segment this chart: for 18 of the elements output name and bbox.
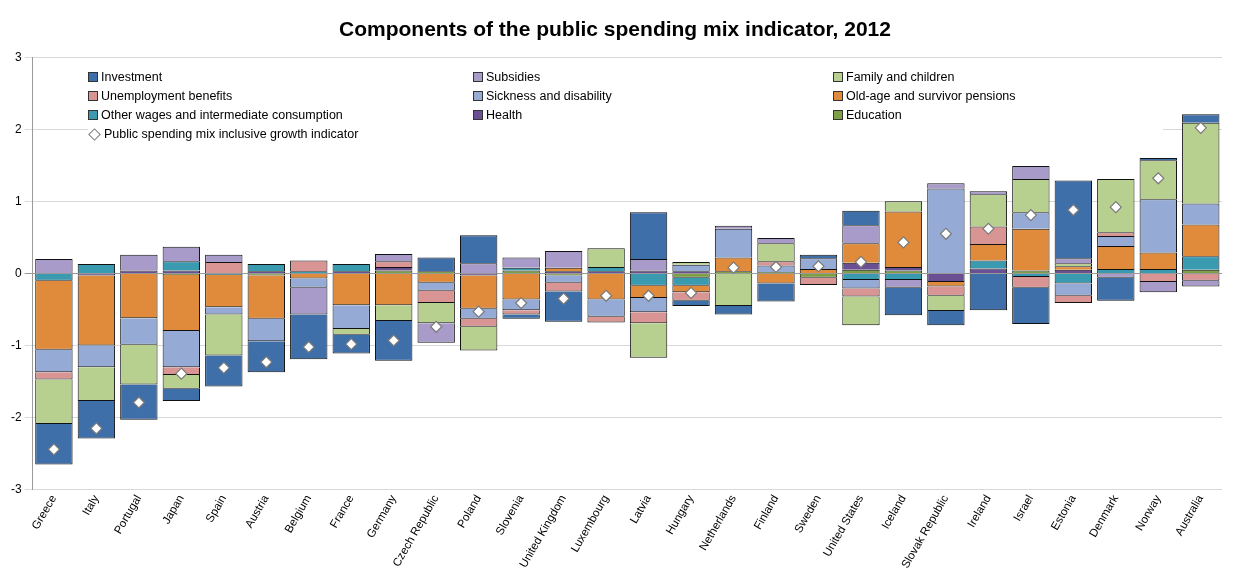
legend-label: Other wages and intermediate consumption (101, 108, 343, 122)
legend-label: Sickness and disability (486, 89, 612, 103)
y-tick-label: -2 (11, 409, 22, 424)
y-tick-label: -1 (11, 337, 22, 352)
legend-label: Unemployment benefits (101, 89, 233, 103)
legend-label: Old-age and survivor pensions (846, 89, 1016, 103)
y-tick-label: 2 (14, 121, 22, 136)
chart-title: Components of the public spending mix indicator, 2012 (339, 17, 891, 41)
y-tick-label: 0 (14, 265, 22, 280)
legend-label: Education (846, 108, 902, 122)
legend-label: Health (486, 108, 523, 122)
y-tick-label: 1 (14, 193, 22, 208)
legend-label: Investment (101, 70, 163, 84)
legend-label: Family and children (846, 70, 955, 84)
y-tick-label: -3 (11, 482, 22, 496)
legend-label: Subsidies (486, 70, 541, 84)
legend-label: Public spending mix inclusive growth indicator (104, 127, 359, 141)
y-tick-label: 3 (14, 49, 22, 64)
